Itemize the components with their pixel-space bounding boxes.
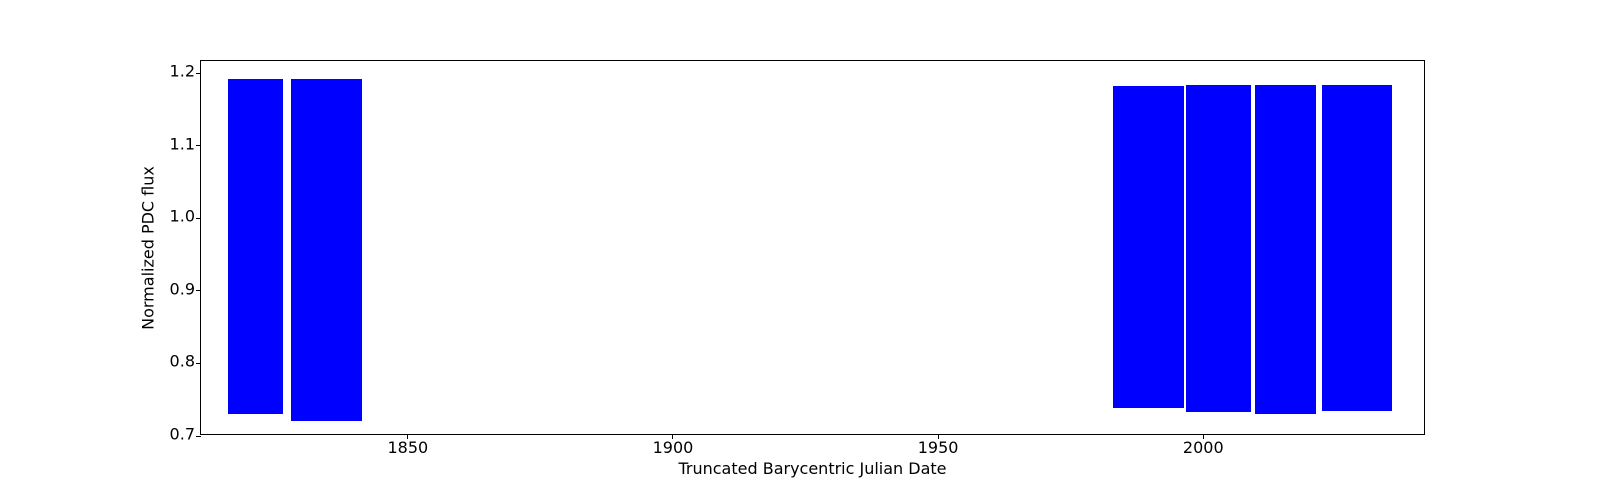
y-tick-label: 1.1 <box>170 134 201 153</box>
data-segment <box>228 79 284 414</box>
y-tick-label: 0.7 <box>170 425 201 444</box>
x-tick-label: 1950 <box>918 434 959 457</box>
x-tick-label: 1850 <box>387 434 428 457</box>
figure: 0.70.80.91.01.11.21850190019502000 Norma… <box>0 0 1600 500</box>
data-segment <box>1186 85 1251 412</box>
data-segment <box>1255 85 1315 414</box>
data-segment <box>1322 85 1392 411</box>
y-tick-label: 1.0 <box>170 207 201 226</box>
y-axis-label: Normalized PDC flux <box>139 166 158 330</box>
data-segment <box>1113 86 1184 408</box>
y-tick-label: 0.8 <box>170 352 201 371</box>
data-segment <box>291 79 362 421</box>
plot-axes: 0.70.80.91.01.11.21850190019502000 <box>200 60 1425 435</box>
x-tick-label: 1900 <box>653 434 694 457</box>
x-tick-label: 2000 <box>1183 434 1224 457</box>
x-axis-label: Truncated Barycentric Julian Date <box>678 459 946 478</box>
y-tick-label: 0.9 <box>170 279 201 298</box>
y-tick-label: 1.2 <box>170 62 201 81</box>
